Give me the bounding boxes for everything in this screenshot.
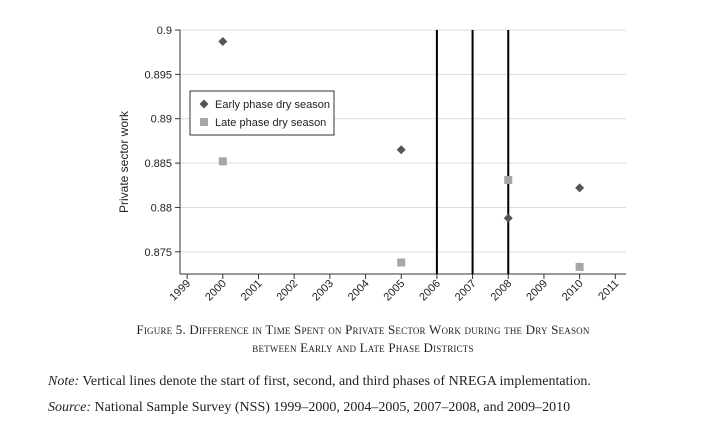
figure-caption-line2: between Early and Late Phase Districts <box>252 340 474 355</box>
legend-marker-late <box>200 118 208 126</box>
x-tick-label: 2005 <box>382 278 408 304</box>
scatter-chart: 0.875 0.88 0.885 0.89 0.895 0.9 1999 2000 2001 20… <box>117 25 626 304</box>
legend-box <box>189 90 335 136</box>
note-body: Vertical lines denote the start of first… <box>79 374 591 389</box>
early-phase-point <box>396 145 406 155</box>
y-tick-label: 0.89 <box>151 114 172 126</box>
y-tick-label: 0.875 <box>144 247 172 259</box>
source-body: National Sample Survey (NSS) 1999–2000, … <box>91 400 571 415</box>
figure-caption-line1: Figure 5. Difference in Time Spent on Pr… <box>136 322 590 337</box>
note-label: Note: <box>48 374 80 389</box>
late-phase-point <box>575 262 584 271</box>
early-phase-point <box>575 183 585 193</box>
x-tick-label: 2003 <box>310 278 336 304</box>
late-phase-point <box>397 258 406 267</box>
x-tick-label: 2002 <box>274 278 300 304</box>
x-tick-label: 2004 <box>346 278 372 304</box>
x-tick-label: 2000 <box>203 278 229 304</box>
y-tick-label: 0.895 <box>144 69 172 81</box>
early-phase-point <box>218 37 228 47</box>
x-tick-label: 2010 <box>560 278 586 304</box>
note-text: Note: Vertical lines denote the start of… <box>48 374 708 390</box>
y-tick-label: 0.88 <box>151 202 172 214</box>
x-tick-label: 2001 <box>239 278 265 304</box>
x-tick-label: 2008 <box>489 278 515 304</box>
legend-label-late: Late phase dry season <box>215 117 326 129</box>
early-phase-point <box>503 213 513 223</box>
y-tick-label: 0.885 <box>144 158 172 170</box>
y-axis-title: Private sector work <box>117 110 131 213</box>
source-text: Source: National Sample Survey (NSS) 199… <box>48 400 708 416</box>
x-tick-label: 2007 <box>453 278 479 304</box>
y-tick-label: 0.9 <box>157 25 172 37</box>
legend-marker-early <box>199 99 209 109</box>
x-tick-label: 2006 <box>417 278 443 304</box>
legend-label-early: Early phase dry season <box>215 99 330 111</box>
late-phase-point <box>504 175 513 184</box>
late-phase-point <box>218 157 227 166</box>
x-tick-label: 2011 <box>596 278 621 303</box>
source-label: Source: <box>48 400 92 415</box>
x-tick-label: 2009 <box>524 278 550 304</box>
x-tick-label: 1999 <box>167 278 193 304</box>
